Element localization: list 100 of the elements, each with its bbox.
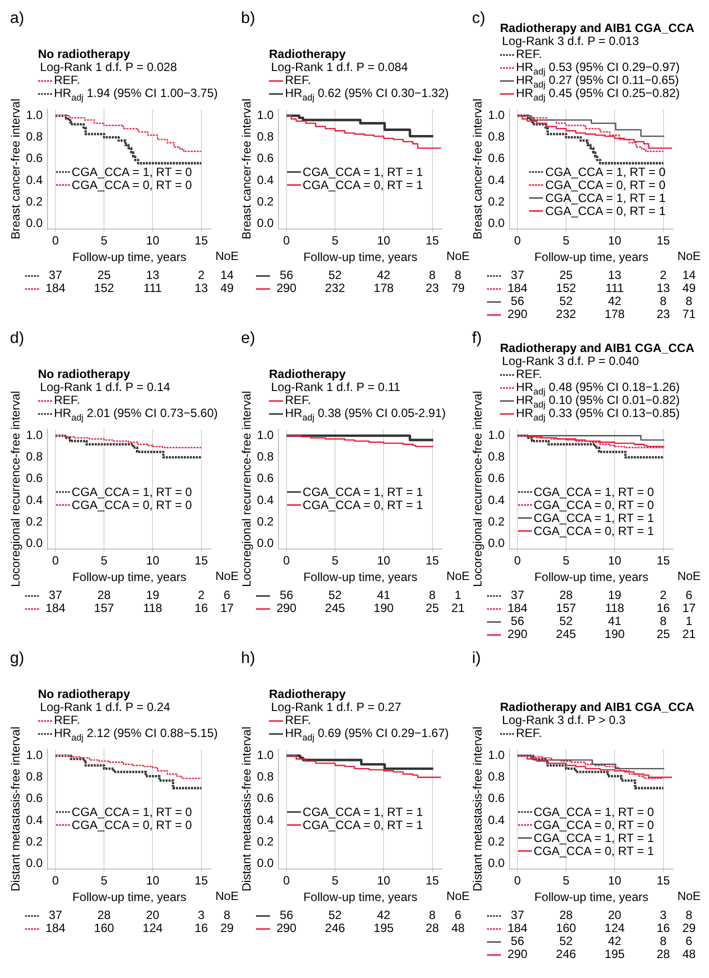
text: 56 52 41 8 1 bbox=[510, 614, 692, 628]
x-tick-label: 0 bbox=[514, 234, 522, 248]
legend-label: CGA_CCA = 1, RT = 1 bbox=[532, 830, 654, 845]
x-tick-label: 10 bbox=[376, 234, 391, 248]
text: 56 52 41 8 1 bbox=[280, 588, 462, 602]
y-tick-label: 0.6 bbox=[256, 791, 274, 806]
text: HR$_{adj}$ 0.38 (95% CI 0.05-2.91) bbox=[285, 406, 446, 422]
text: REF. bbox=[516, 47, 542, 61]
text: 37 28 19 2 6 bbox=[48, 588, 230, 602]
y-tick-label: 1.0 bbox=[488, 108, 505, 122]
legend-label: CGA_CCA = 0, RT = 1 bbox=[544, 204, 666, 218]
y-axis-title: Distant metastasis-free interval bbox=[240, 726, 254, 892]
text: REF. bbox=[516, 367, 542, 381]
text: REF. bbox=[54, 713, 80, 727]
y-tick-label: 0.0 bbox=[26, 216, 43, 230]
text: HR$_{adj}$ 0.69 (95% CI 0.29−1.67) bbox=[285, 726, 449, 742]
y-tick-label: 1.0 bbox=[26, 428, 43, 442]
text: NoE bbox=[446, 249, 470, 263]
text: REF. bbox=[54, 73, 80, 87]
legend-label: CGA_CCA = 1, RT = 0 bbox=[70, 804, 192, 819]
y-axis-title: Locoregional recurrence-free interval bbox=[8, 391, 22, 588]
text: 56 52 42 8 6 bbox=[280, 908, 462, 922]
legend-label: CGA_CCA = 0, RT = 1 bbox=[302, 178, 423, 192]
text: NoE bbox=[446, 569, 470, 583]
y-tick-label: 0.4 bbox=[26, 172, 43, 187]
x-tick-label: 15 bbox=[426, 874, 440, 888]
x-tick-label: 5 bbox=[332, 234, 339, 248]
x-tick-label: 0 bbox=[52, 554, 60, 568]
chart-title: Radiotherapy and AIB1 CGA_CCA bbox=[500, 21, 696, 35]
y-tick-label: 0.0 bbox=[256, 856, 274, 870]
text: 290 245 190 25 21 bbox=[507, 627, 696, 641]
text: 37 25 13 2 14 bbox=[48, 268, 234, 282]
y-tick-label: 0.8 bbox=[26, 130, 43, 144]
text: 184 160 124 16 29 bbox=[507, 921, 696, 935]
y-tick-label: 0.4 bbox=[488, 812, 505, 827]
x-axis-title: Follow-up time, years bbox=[72, 250, 186, 264]
y-tick-label: 0.8 bbox=[26, 770, 43, 784]
x-tick-label: 0 bbox=[283, 874, 290, 888]
x-tick-label: 0 bbox=[52, 234, 60, 248]
y-tick-label: 1.0 bbox=[488, 428, 505, 442]
y-tick-label: 0.8 bbox=[256, 770, 274, 784]
x-tick-label: 10 bbox=[146, 234, 160, 248]
y-tick-label: 0.4 bbox=[488, 172, 505, 187]
x-axis-title: Follow-up time, years bbox=[303, 570, 418, 584]
y-axis-title: Breast cancer-free interval bbox=[240, 98, 254, 240]
y-tick-label: 1.0 bbox=[256, 108, 274, 122]
legend-label: CGA_CCA = 1, RT = 0 bbox=[532, 484, 654, 499]
y-tick-label: 0.2 bbox=[488, 514, 505, 528]
text: 56 52 42 8 8 bbox=[510, 294, 692, 308]
legend-label: CGA_CCA = 1, RT = 1 bbox=[302, 164, 423, 179]
y-tick-label: 0.2 bbox=[256, 834, 274, 848]
y-axis-title: Breast cancer-free interval bbox=[470, 98, 484, 240]
chart-subtitle: Log-Rank 1 d.f. P = 0.24 bbox=[39, 700, 172, 714]
chart-subtitle: Log-Rank 1 d.f. P = 0.27 bbox=[271, 700, 402, 714]
y-tick-label: 0.4 bbox=[26, 812, 43, 827]
x-tick-label: 5 bbox=[562, 234, 570, 248]
x-tick-label: 5 bbox=[562, 554, 570, 568]
x-tick-label: 5 bbox=[100, 874, 108, 888]
y-tick-label: 0.6 bbox=[256, 151, 274, 166]
text: 184 157 118 16 17 bbox=[45, 601, 234, 615]
text: g) bbox=[10, 650, 24, 668]
y-tick-label: 0.2 bbox=[488, 834, 505, 848]
text: 37 28 19 2 6 bbox=[510, 588, 692, 602]
x-tick-label: 5 bbox=[332, 874, 339, 888]
y-tick-label: 0.2 bbox=[256, 194, 274, 208]
x-tick-label: 15 bbox=[426, 234, 440, 248]
y-tick-label: 0.2 bbox=[26, 834, 43, 848]
chart-title: No radiotherapy bbox=[38, 687, 132, 701]
x-tick-label: 10 bbox=[376, 554, 391, 568]
y-axis-title: Locoregional recurrence-free interval bbox=[470, 391, 484, 588]
y-axis-title: Distant metastasis-free interval bbox=[470, 726, 484, 892]
text: c) bbox=[472, 10, 486, 28]
legend-label: CGA_CCA = 1, RT = 1 bbox=[544, 190, 666, 205]
text: REF. bbox=[285, 713, 312, 727]
text: NoE bbox=[677, 889, 701, 903]
x-tick-label: 0 bbox=[514, 874, 522, 888]
legend-label: CGA_CCA = 1, RT = 0 bbox=[70, 164, 192, 179]
y-tick-label: 0.0 bbox=[256, 216, 274, 230]
y-tick-label: 0.4 bbox=[26, 492, 43, 507]
x-tick-label: 10 bbox=[146, 554, 160, 568]
legend-label: CGA_CCA = 1, RT = 1 bbox=[302, 484, 423, 499]
y-tick-label: 0.2 bbox=[26, 194, 43, 208]
x-tick-label: 15 bbox=[194, 234, 208, 248]
y-tick-label: 0.0 bbox=[256, 536, 274, 550]
x-axis-title: Follow-up time, years bbox=[534, 570, 648, 584]
legend-label: CGA_CCA = 0, RT = 1 bbox=[302, 498, 423, 512]
text: NoE bbox=[677, 569, 701, 583]
y-tick-label: 0.0 bbox=[488, 536, 505, 550]
text: NoE bbox=[215, 569, 239, 583]
y-tick-label: 0.0 bbox=[488, 856, 505, 870]
x-tick-label: 15 bbox=[194, 874, 208, 888]
text: d) bbox=[10, 330, 24, 348]
y-tick-label: 0.4 bbox=[256, 172, 274, 187]
text: 184 157 118 16 17 bbox=[507, 601, 696, 615]
x-axis-title: Follow-up time, years bbox=[534, 250, 648, 264]
legend-label: CGA_CCA = 0, RT = 0 bbox=[70, 498, 192, 512]
legend-label: CGA_CCA = 0, RT = 0 bbox=[544, 178, 666, 192]
text: NoE bbox=[215, 889, 239, 903]
y-tick-label: 0.8 bbox=[488, 130, 505, 144]
y-tick-label: 0.6 bbox=[488, 151, 505, 166]
